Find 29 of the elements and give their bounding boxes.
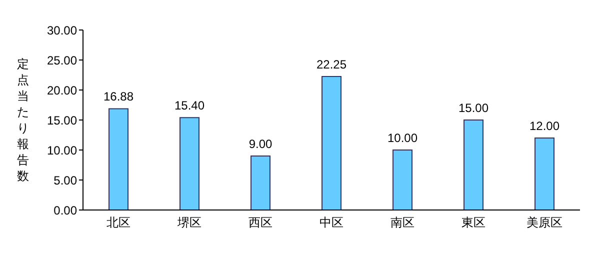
x-tick-label: 中区 — [320, 216, 344, 230]
bar — [108, 108, 128, 210]
data-label: 15.00 — [458, 101, 489, 115]
x-tick-label: 美原区 — [526, 216, 562, 230]
bar — [322, 76, 342, 210]
x-tick-label: 南区 — [390, 216, 414, 230]
data-label: 10.00 — [387, 131, 418, 145]
bar — [180, 117, 200, 210]
y-tick-label: 0.00 — [54, 203, 78, 218]
data-label: 22.25 — [316, 58, 347, 72]
bar — [534, 138, 554, 210]
x-tick-label: 西区 — [248, 216, 272, 230]
bar — [250, 156, 270, 210]
data-label: 16.88 — [103, 90, 134, 104]
bar — [464, 120, 484, 210]
x-tick-label: 北区 — [106, 216, 130, 230]
bar — [392, 150, 412, 210]
y-tick-label: 30.00 — [46, 23, 78, 38]
data-label: 15.40 — [174, 98, 205, 113]
y-tick-label: 10.00 — [46, 143, 78, 158]
y-tick-label: 15.00 — [46, 113, 78, 128]
y-axis-title: 定点当たり報告数 — [17, 57, 29, 183]
y-tick-label: 25.00 — [46, 53, 78, 68]
x-tick-label: 堺区 — [176, 216, 202, 230]
x-tick-label: 東区 — [462, 216, 486, 230]
y-tick-label: 20.00 — [46, 83, 78, 98]
data-label: 12.00 — [529, 119, 560, 133]
y-tick-label: 5.00 — [54, 173, 78, 188]
data-label: 9.00 — [248, 137, 272, 151]
